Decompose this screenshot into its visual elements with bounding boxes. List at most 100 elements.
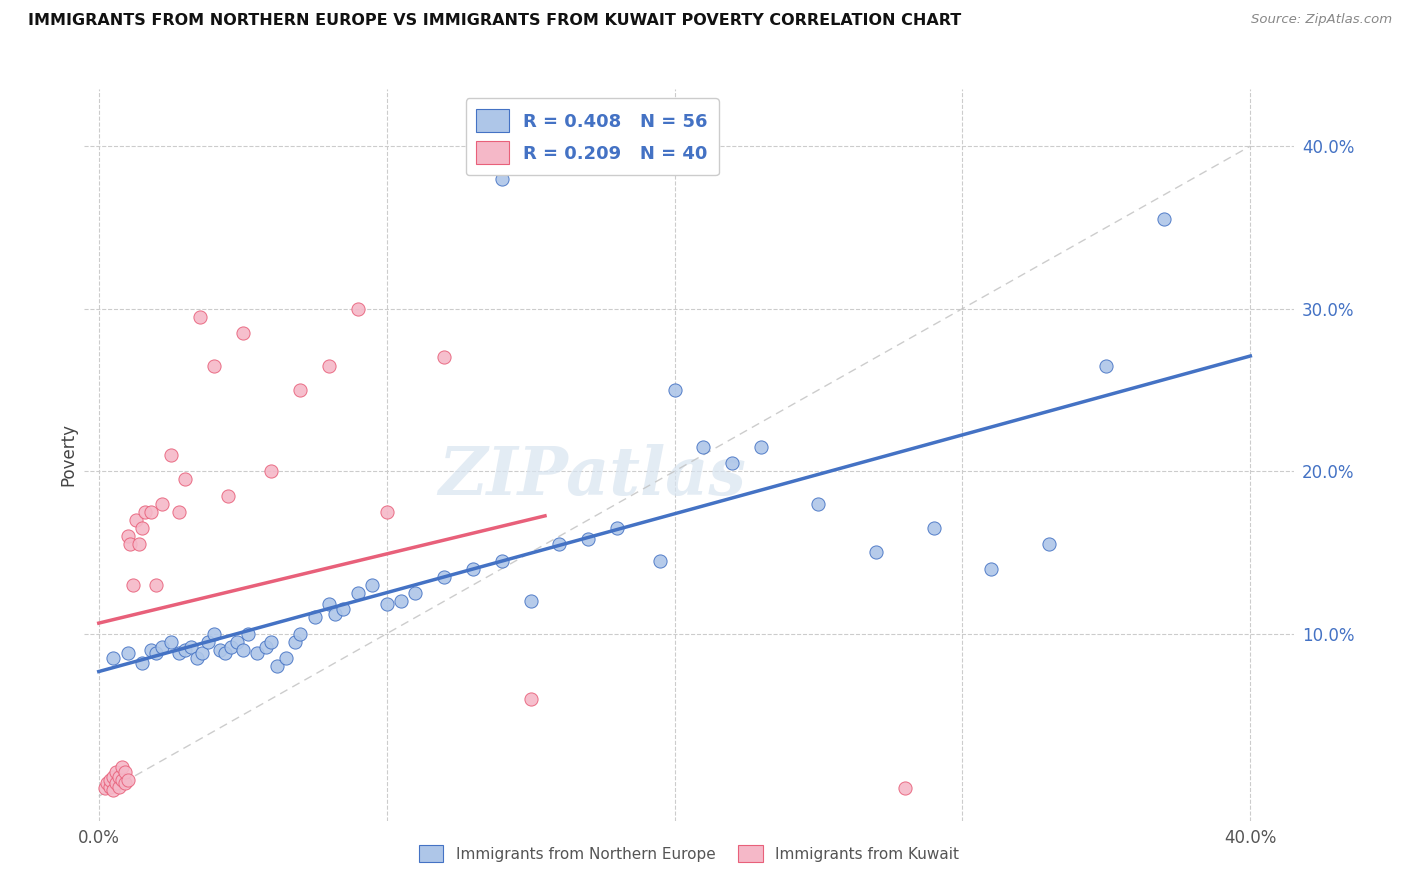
Point xyxy=(150,640,173,654)
Point xyxy=(111,760,134,774)
Point xyxy=(389,594,412,608)
Point xyxy=(128,537,150,551)
Point xyxy=(159,635,181,649)
Point xyxy=(101,782,124,797)
Point xyxy=(145,578,167,592)
Point xyxy=(232,326,254,340)
Point xyxy=(361,578,384,592)
Point xyxy=(980,562,1002,576)
Point xyxy=(290,383,312,397)
Point xyxy=(217,489,239,503)
Point xyxy=(548,537,571,551)
Point xyxy=(105,776,128,790)
Point xyxy=(219,640,242,654)
Point xyxy=(145,646,167,660)
Point xyxy=(134,505,156,519)
Point xyxy=(114,764,136,779)
Text: IMMIGRANTS FROM NORTHERN EUROPE VS IMMIGRANTS FROM KUWAIT POVERTY CORRELATION CH: IMMIGRANTS FROM NORTHERN EUROPE VS IMMIG… xyxy=(28,13,962,29)
Point xyxy=(375,505,398,519)
Point xyxy=(101,770,124,784)
Point xyxy=(117,646,139,660)
Point xyxy=(433,570,456,584)
Point xyxy=(108,780,131,794)
Point xyxy=(202,359,225,373)
Point xyxy=(188,310,211,324)
Point xyxy=(433,351,456,365)
Point xyxy=(117,772,139,787)
Point xyxy=(318,598,340,612)
Point xyxy=(131,521,153,535)
Point xyxy=(491,171,513,186)
Point xyxy=(125,513,148,527)
Legend: Immigrants from Northern Europe, Immigrants from Kuwait: Immigrants from Northern Europe, Immigra… xyxy=(413,839,965,868)
Point xyxy=(347,586,370,600)
Point xyxy=(290,626,312,640)
Point xyxy=(214,646,236,660)
Point xyxy=(650,553,672,567)
Point xyxy=(347,301,370,316)
Point xyxy=(260,464,283,478)
Point xyxy=(159,448,181,462)
Point xyxy=(101,651,124,665)
Point xyxy=(202,626,225,640)
Point xyxy=(174,472,197,486)
Point xyxy=(274,651,297,665)
Point xyxy=(749,440,772,454)
Point xyxy=(238,626,260,640)
Point xyxy=(169,505,191,519)
Text: Source: ZipAtlas.com: Source: ZipAtlas.com xyxy=(1251,13,1392,27)
Point xyxy=(254,640,277,654)
Text: ZIPatlas: ZIPatlas xyxy=(439,444,747,509)
Point xyxy=(139,643,162,657)
Point xyxy=(105,764,128,779)
Point xyxy=(404,586,426,600)
Point xyxy=(246,646,269,660)
Point xyxy=(721,456,744,470)
Y-axis label: Poverty: Poverty xyxy=(59,424,77,486)
Point xyxy=(191,646,214,660)
Point xyxy=(122,578,145,592)
Point xyxy=(922,521,945,535)
Point xyxy=(114,776,136,790)
Point xyxy=(98,772,121,787)
Point xyxy=(606,521,628,535)
Point xyxy=(1095,359,1118,373)
Point xyxy=(461,562,484,576)
Point xyxy=(304,610,326,624)
Point xyxy=(576,533,599,547)
Point xyxy=(117,529,139,543)
Point xyxy=(232,643,254,657)
Point xyxy=(266,659,288,673)
Point xyxy=(150,497,173,511)
Point xyxy=(491,553,513,567)
Point xyxy=(260,635,283,649)
Point xyxy=(120,537,142,551)
Point xyxy=(283,635,305,649)
Point xyxy=(1153,212,1175,227)
Point xyxy=(664,383,686,397)
Point xyxy=(519,594,541,608)
Point xyxy=(108,770,131,784)
Point xyxy=(692,440,714,454)
Point xyxy=(208,643,231,657)
Point xyxy=(131,656,153,670)
Point xyxy=(323,607,346,622)
Point xyxy=(186,651,208,665)
Point xyxy=(332,602,354,616)
Point xyxy=(180,640,202,654)
Point xyxy=(375,598,398,612)
Point xyxy=(111,772,134,787)
Point xyxy=(98,780,121,794)
Point xyxy=(865,545,887,559)
Point xyxy=(807,497,830,511)
Point xyxy=(318,359,340,373)
Point xyxy=(1038,537,1060,551)
Point xyxy=(169,646,191,660)
Point xyxy=(174,643,197,657)
Point xyxy=(519,691,541,706)
Point xyxy=(894,781,917,796)
Point xyxy=(139,505,162,519)
Point xyxy=(96,776,118,790)
Point xyxy=(197,635,219,649)
Point xyxy=(226,635,249,649)
